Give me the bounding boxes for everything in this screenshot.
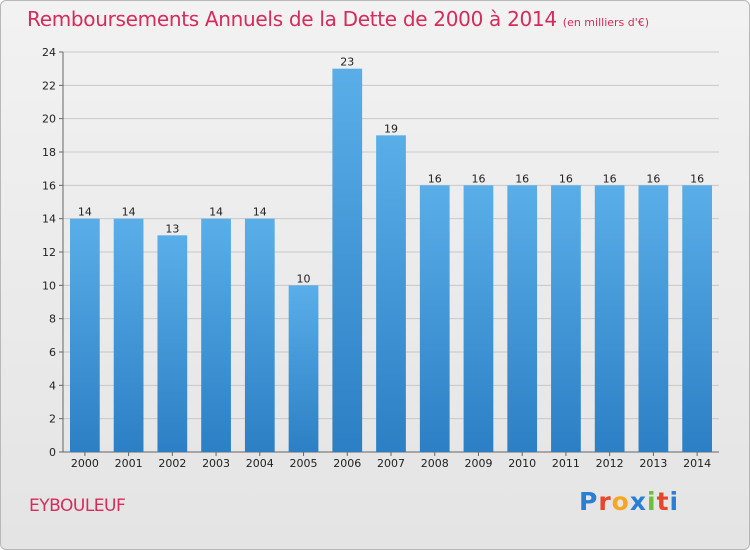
data-label: 16 [603, 172, 617, 185]
bar-2013 [638, 185, 669, 453]
data-label: 14 [122, 206, 136, 219]
data-label: 16 [646, 172, 660, 185]
x-tick-label: 2011 [552, 457, 580, 470]
proxiti-logo[interactable]: Proxiti [579, 487, 679, 516]
data-label: 16 [428, 172, 442, 185]
x-tick-label: 2007 [377, 457, 405, 470]
data-label: 16 [690, 172, 704, 185]
bar-2004 [244, 218, 275, 452]
data-label: 14 [209, 206, 223, 219]
bar-2009 [463, 185, 494, 453]
y-tick-label: 20 [42, 113, 56, 126]
bar-2011 [551, 185, 581, 453]
logo-letter: P [579, 487, 599, 516]
bar-2007 [376, 135, 406, 453]
x-tick-label: 2000 [71, 457, 99, 470]
x-tick-label: 2001 [115, 457, 143, 470]
chart-title: Remboursements Annuels de la Dette de 20… [27, 7, 649, 31]
data-label: 16 [471, 172, 485, 185]
data-label: 19 [384, 122, 398, 135]
bar-2006 [332, 68, 363, 453]
data-label: 14 [253, 206, 267, 219]
bar-2002 [157, 235, 188, 452]
data-label: 16 [559, 172, 573, 185]
data-label: 10 [297, 272, 311, 285]
x-tick-label: 2013 [639, 457, 667, 470]
y-tick-label: 4 [49, 379, 56, 392]
bar-2010 [507, 185, 538, 453]
x-tick-label: 2010 [508, 457, 536, 470]
x-tick-label: 2009 [464, 457, 492, 470]
bar-2012 [594, 185, 625, 453]
logo-letter: i [669, 487, 680, 516]
logo-letter: o [611, 487, 630, 516]
chart-subtitle: (en milliers d'€) [562, 16, 650, 29]
logo-letter: t [656, 487, 670, 516]
logo-letter: i [647, 487, 657, 516]
labels: 0246810121416182022241420001420011320021… [42, 46, 711, 470]
x-tick-label: 2008 [421, 457, 449, 470]
y-tick-label: 8 [49, 313, 56, 326]
bar-2003 [201, 218, 231, 452]
x-tick-label: 2004 [246, 457, 274, 470]
x-tick-label: 2012 [596, 457, 624, 470]
data-label: 14 [78, 206, 92, 219]
data-label: 13 [165, 222, 179, 235]
y-tick-label: 24 [42, 46, 56, 59]
data-label: 16 [515, 172, 529, 185]
y-tick-label: 14 [42, 213, 56, 226]
bar-2000 [69, 218, 100, 452]
y-tick-label: 12 [42, 246, 56, 259]
y-tick-label: 18 [42, 146, 56, 159]
y-tick-label: 16 [42, 179, 56, 192]
y-tick-label: 2 [49, 413, 56, 426]
y-tick-label: 22 [42, 79, 56, 92]
data-label: 23 [340, 56, 354, 69]
bar-2014 [682, 185, 713, 453]
x-tick-label: 2005 [290, 457, 318, 470]
x-tick-label: 2003 [202, 457, 230, 470]
y-tick-label: 0 [49, 446, 56, 459]
bar-2001 [113, 218, 144, 452]
chart-title-text: Remboursements Annuels de la Dette de 20… [27, 7, 557, 31]
place-name: EYBOULEUF [29, 496, 126, 516]
bar-2005 [288, 285, 319, 452]
x-tick-label: 2006 [333, 457, 361, 470]
x-tick-label: 2002 [158, 457, 186, 470]
logo-letter: r [598, 487, 612, 516]
bars [69, 68, 713, 453]
y-tick-label: 6 [49, 346, 56, 359]
logo-letter: x [629, 487, 647, 516]
bar-2008 [419, 185, 450, 453]
y-tick-label: 10 [42, 279, 56, 292]
x-tick-label: 2014 [683, 457, 711, 470]
